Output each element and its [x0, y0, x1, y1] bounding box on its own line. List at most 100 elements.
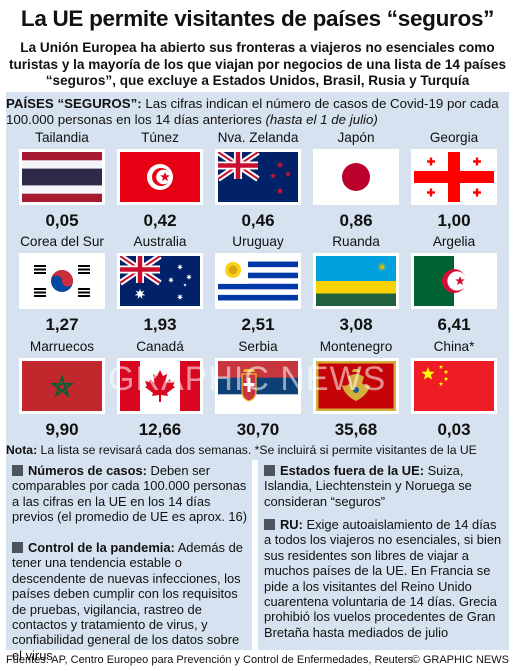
country-algeria: Argelia 6,41: [406, 234, 502, 335]
flag-georgia-icon: [414, 152, 494, 202]
pandemic-text: Además de tener una tendencia estable o …: [12, 540, 243, 663]
country-montenegro: Montenegro 35,68: [308, 339, 404, 440]
country-value: 0,46: [241, 211, 275, 230]
country-name: Japón: [337, 130, 375, 145]
country-japan: Japón 0,86: [308, 130, 404, 231]
flag-thailand-icon: [22, 152, 102, 202]
pandemic-heading: Control de la pandemia:: [28, 540, 175, 555]
country-name: Australia: [133, 234, 187, 249]
flag-canada-icon: [120, 361, 200, 411]
country-value: 0,03: [437, 420, 471, 439]
flag-frame: [117, 253, 203, 309]
country-name: Montenegro: [319, 339, 393, 354]
flag-australia-icon: [120, 256, 200, 306]
cases-paragraph: Números de casos: Deben ser comparables …: [12, 463, 248, 525]
non-eu-paragraph: Estados fuera de la UE: Suiza, Islandia,…: [264, 463, 504, 509]
flag-frame: [215, 149, 301, 205]
flag-frame: [313, 253, 399, 309]
country-new-zealand: Nva. Zelanda 0,46: [210, 130, 306, 231]
note-text: La lista se revisará cada dos semanas. *…: [37, 443, 477, 457]
flag-uruguay-icon: [218, 256, 298, 306]
flag-frame: [313, 149, 399, 205]
flag-rwanda-icon: [316, 256, 396, 306]
sources: Fuentes: AP, Centro Europeo para Prevenc…: [6, 654, 414, 666]
flag-frame: [411, 253, 497, 309]
pandemic-paragraph: Control de la pandemia: Además de tener …: [12, 540, 248, 663]
intro-date: (hasta el 1 de julio): [265, 112, 378, 127]
flag-frame: [215, 253, 301, 309]
country-name: Ruanda: [332, 234, 380, 249]
flag-south-korea-icon: [22, 256, 102, 306]
uk-text: Exige autoaislamiento de 14 días a todos…: [264, 517, 502, 640]
country-name: Tailandia: [35, 130, 89, 145]
credit: © GRAPHIC NEWS: [411, 654, 509, 666]
country-thailand: Tailandia 0,05: [14, 130, 110, 231]
flag-new-zealand-icon: [218, 152, 298, 202]
page-subtitle: La Unión Europea ha abierto sus frontera…: [8, 40, 507, 88]
other-states-box: [258, 460, 509, 650]
flag-tunisia-icon: [120, 152, 200, 202]
intro-lead: PAÍSES “SEGUROS”:: [6, 96, 142, 111]
country-name: Georgia: [429, 130, 479, 145]
flag-china-icon: [414, 361, 494, 411]
bullet-square-icon: [12, 465, 23, 476]
country-name: Canadá: [136, 339, 184, 354]
intro-text: PAÍSES “SEGUROS”: Las cifras indican el …: [6, 96, 502, 128]
flag-japan-icon: [316, 152, 396, 202]
flag-frame: [117, 149, 203, 205]
country-value: 35,68: [334, 420, 378, 439]
footer: Fuentes: AP, Centro Europeo para Prevenc…: [6, 654, 509, 666]
country-value: 6,41: [437, 315, 471, 334]
country-south-korea: Corea del Sur 1,27: [14, 234, 110, 335]
flag-frame: [215, 358, 301, 414]
country-name: Uruguay: [232, 234, 284, 249]
country-value: 0,05: [45, 211, 79, 230]
non-eu-heading: Estados fuera de la UE:: [280, 463, 424, 478]
flag-frame: [313, 358, 399, 414]
cases-text: Deben ser comparables por cada 100.000 p…: [12, 463, 248, 525]
flag-montenegro-icon: [316, 361, 396, 411]
country-value: 1,93: [143, 315, 177, 334]
country-georgia: Georgia 1,00: [406, 130, 502, 231]
country-name: China*: [433, 339, 475, 354]
note: Nota: La lista se revisará cada dos sema…: [6, 443, 509, 457]
country-name: Argelia: [432, 234, 476, 249]
criteria-box: [6, 460, 252, 650]
country-canada: Canadá 12,66: [112, 339, 208, 440]
country-tunisia: Túnez 0,42: [112, 130, 208, 231]
bullet-square-icon: [264, 465, 275, 476]
flag-frame: [411, 358, 497, 414]
country-australia: Australia 1,93: [112, 234, 208, 335]
country-name: Nva. Zelanda: [217, 130, 299, 145]
country-name: Túnez: [141, 130, 179, 145]
cases-heading: Números de casos:: [28, 463, 147, 478]
country-value: 30,70: [236, 420, 280, 439]
note-label: Nota:: [6, 443, 38, 457]
flag-frame: [19, 149, 105, 205]
uk-paragraph: RU: Exige autoaislamiento de 14 días a t…: [264, 517, 504, 640]
bullet-square-icon: [12, 542, 23, 553]
country-value: 3,08: [339, 315, 373, 334]
uk-heading: RU:: [280, 517, 303, 532]
page-title: La UE permite visitantes de países “segu…: [20, 6, 495, 31]
country-value: 2,51: [241, 315, 275, 334]
flag-frame: [19, 358, 105, 414]
country-morocco: Marruecos 9,90: [14, 339, 110, 440]
country-value: 12,66: [138, 420, 182, 439]
flag-algeria-icon: [414, 256, 494, 306]
country-value: 0,86: [339, 211, 373, 230]
bullet-square-icon: [264, 519, 275, 530]
country-name: Corea del Sur: [20, 234, 104, 249]
flag-frame: [411, 149, 497, 205]
country-value: 9,90: [45, 420, 79, 439]
country-rwanda: Ruanda 3,08: [308, 234, 404, 335]
country-uruguay: Uruguay 2,51: [210, 234, 306, 335]
intro-body: Las cifras indican el número de casos de…: [6, 96, 499, 127]
country-value: 1,27: [45, 315, 79, 334]
flag-frame: [117, 358, 203, 414]
country-china: China* 0,03: [406, 339, 502, 440]
country-name: Serbia: [238, 339, 278, 354]
country-value: 0,42: [143, 211, 177, 230]
flag-serbia-icon: [218, 361, 298, 411]
country-value: 1,00: [437, 211, 471, 230]
